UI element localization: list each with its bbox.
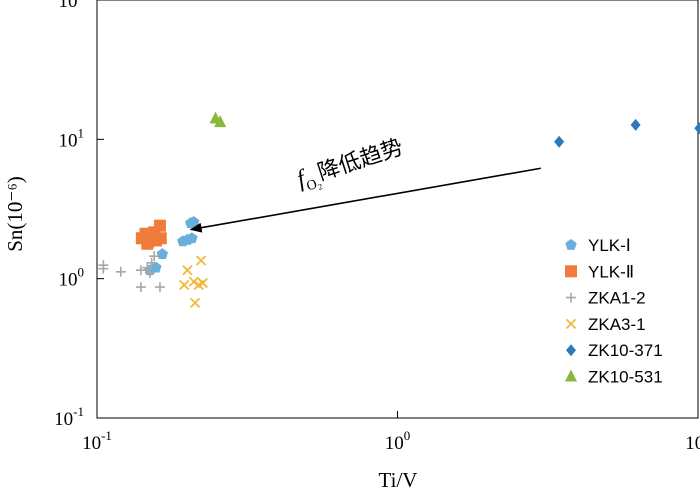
x-tick-label-0: 10-1 bbox=[82, 428, 112, 454]
data-point-3-5 bbox=[197, 277, 208, 289]
x-tick-label-2: 101 bbox=[685, 428, 700, 454]
data-point-2-8 bbox=[149, 251, 160, 262]
data-point-2-2 bbox=[115, 266, 126, 277]
data-point-2-7 bbox=[154, 282, 165, 293]
y-axis-title: Sn(10⁻⁶) bbox=[3, 176, 27, 252]
data-point-2-4 bbox=[142, 262, 153, 273]
data-point-2-5 bbox=[146, 257, 157, 268]
data-point-2-6 bbox=[135, 282, 146, 293]
data-point-4-0 bbox=[554, 135, 565, 148]
trend-label: fO₂降低趋势 bbox=[294, 134, 408, 196]
data-point-1-8 bbox=[142, 235, 155, 248]
trend-label-text: 降低趋势 bbox=[315, 135, 406, 186]
series-2 bbox=[98, 251, 165, 293]
ticks bbox=[96, 0, 699, 419]
oxygen-fugacity-subscript: O₂ bbox=[305, 176, 324, 195]
y-tick-label-1: 100 bbox=[59, 265, 85, 291]
legend-label-0: YLK-Ⅰ bbox=[588, 236, 631, 255]
data-point-2-3 bbox=[135, 265, 146, 276]
y-tick-label-0: 10-1 bbox=[54, 404, 84, 430]
legend-marker-4 bbox=[566, 344, 576, 357]
trend-annotation: fO₂降低趋势 bbox=[189, 134, 542, 233]
data-point-0-5 bbox=[156, 248, 169, 259]
data-point-1-7 bbox=[154, 232, 167, 245]
trend-arrow bbox=[189, 167, 542, 233]
data-point-3-2 bbox=[179, 279, 190, 291]
y-tick-label-3: 102 bbox=[59, 0, 85, 12]
tick-labels: 10-1 100 101 10-1 100 101 102 bbox=[54, 0, 700, 454]
series-1 bbox=[135, 219, 167, 250]
data-point-0-7 bbox=[150, 261, 162, 273]
legend-label-4: ZK10-371 bbox=[588, 341, 663, 360]
series-4 bbox=[554, 118, 700, 148]
data-point-0-1 bbox=[188, 216, 200, 227]
y-tick-label-2: 101 bbox=[59, 125, 85, 151]
data-point-3-3 bbox=[188, 276, 199, 287]
x-axis-title: Ti/V bbox=[379, 468, 418, 492]
data-point-3-0 bbox=[182, 265, 193, 276]
series-5 bbox=[209, 111, 227, 128]
legend-marker-0 bbox=[565, 239, 577, 250]
legend-marker-3 bbox=[565, 318, 577, 330]
data-point-0-4 bbox=[186, 232, 198, 244]
series-3 bbox=[179, 255, 208, 309]
legend-label-2: ZKA1-2 bbox=[588, 289, 646, 308]
data-point-4-1 bbox=[630, 118, 641, 131]
legend: YLK-Ⅰ YLK-Ⅱ ZKA1-2 ZKA3-1 ZK10-371 ZK10-531 bbox=[565, 236, 663, 387]
legend-marker-1 bbox=[565, 265, 577, 278]
data-point-2-9 bbox=[144, 267, 155, 278]
data-point-5-1 bbox=[214, 115, 227, 128]
legend-marker-5 bbox=[565, 369, 577, 382]
data-point-3-1 bbox=[195, 255, 207, 266]
legend-label-3: ZKA3-1 bbox=[588, 315, 646, 334]
data-point-3-6 bbox=[189, 297, 201, 309]
data-point-4-2 bbox=[694, 122, 700, 135]
legend-marker-2 bbox=[566, 292, 576, 303]
data-point-2-1 bbox=[98, 263, 109, 274]
x-tick-label-1: 100 bbox=[385, 428, 411, 454]
legend-label-1: YLK-Ⅱ bbox=[588, 262, 634, 281]
legend-label-5: ZK10-531 bbox=[588, 368, 663, 387]
